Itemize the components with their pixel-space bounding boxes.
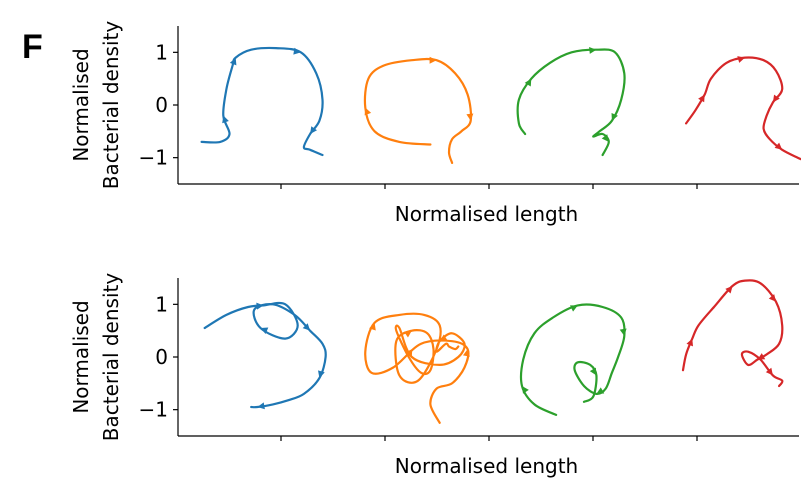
- series-arrowhead: [524, 78, 532, 87]
- series-arrowhead: [737, 56, 745, 63]
- y-tick-label: −1: [139, 398, 168, 422]
- series-line-3: [516, 48, 626, 157]
- series-line-3: [519, 303, 626, 416]
- series-arrowhead: [522, 385, 529, 394]
- y-axis-label: Bacterial density: [99, 273, 123, 442]
- series-arrowhead: [429, 56, 437, 64]
- lower-plot: 1 0 −1 Normalised length Normalised Bacterial…: [69, 273, 799, 478]
- series-arrowhead: [310, 126, 317, 134]
- y-axis-label: Normalised: [69, 48, 93, 161]
- series-arrowhead: [589, 46, 597, 54]
- series-arrowhead: [466, 113, 474, 121]
- series-arrowhead: [611, 112, 618, 121]
- series-arrowhead: [229, 57, 237, 66]
- series-arrowhead: [257, 402, 265, 410]
- series-arrowhead: [405, 349, 413, 357]
- series-arrowhead: [293, 47, 301, 55]
- y-axis-label: Normalised: [69, 300, 93, 413]
- series-arrowhead: [404, 330, 412, 338]
- series-arrowhead: [318, 370, 325, 379]
- series-arrowhead: [589, 367, 597, 376]
- x-axis-label: Normalised length: [395, 454, 578, 478]
- series-arrowhead: [698, 94, 705, 103]
- series-arrowhead: [774, 142, 783, 150]
- series-arrowhead: [619, 328, 627, 336]
- y-tick-label: 0: [155, 345, 168, 369]
- series-line-1: [203, 301, 327, 409]
- upper-plot: 1 0 −1 Normalised length Normalised Bacterial…: [69, 21, 801, 226]
- y-tick-label: 1: [155, 292, 168, 316]
- series-arrowhead: [601, 134, 609, 142]
- series-line-2: [364, 312, 470, 424]
- series-arrowhead: [757, 353, 766, 360]
- series-arrowhead: [369, 322, 376, 331]
- series-arrowhead: [439, 334, 448, 342]
- x-axis-label: Normalised length: [395, 202, 578, 226]
- series-arrowhead: [569, 305, 578, 312]
- series-arrowhead: [772, 94, 780, 103]
- series-line-1: [200, 46, 324, 157]
- series-line-4: [681, 279, 784, 388]
- series-arrowhead: [768, 294, 776, 302]
- y-axis-label: Bacterial density: [99, 21, 123, 190]
- y-tick-label: 0: [155, 93, 168, 117]
- series-arrowhead: [302, 323, 311, 331]
- series-arrowhead: [686, 338, 694, 347]
- series-arrowhead: [260, 327, 269, 334]
- panel-letter: F: [22, 28, 43, 66]
- y-tick-label: 1: [155, 40, 168, 64]
- series-arrowhead: [765, 367, 773, 376]
- series-line-2: [363, 57, 473, 164]
- series-arrowhead: [462, 349, 470, 357]
- series-arrowhead: [222, 115, 229, 124]
- series-arrowhead: [364, 107, 372, 116]
- series-arrowhead: [596, 387, 605, 394]
- series-arrowhead: [256, 302, 264, 310]
- y-tick-label: −1: [139, 146, 168, 170]
- series-line-4: [685, 56, 801, 161]
- series-arrowhead: [725, 285, 733, 294]
